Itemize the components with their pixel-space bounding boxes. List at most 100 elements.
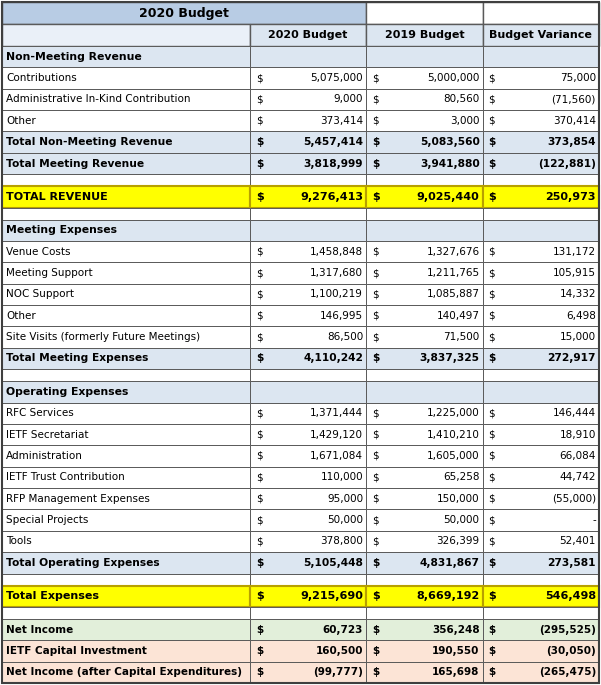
Bar [250, 381, 366, 403]
Text: Special Projects: Special Projects [6, 515, 88, 525]
Text: 165,698: 165,698 [432, 667, 480, 677]
Text: IETF Secretariat: IETF Secretariat [6, 429, 88, 440]
Text: $: $ [489, 311, 495, 321]
Text: 326,399: 326,399 [436, 536, 480, 547]
Text: Tools: Tools [6, 536, 32, 547]
Bar [483, 89, 599, 110]
Bar [483, 208, 599, 220]
Bar [2, 640, 250, 662]
Text: IETF Trust Contribution: IETF Trust Contribution [6, 473, 125, 482]
Bar [366, 510, 483, 531]
Text: $: $ [256, 192, 263, 202]
Bar [250, 305, 366, 327]
Bar [483, 531, 599, 552]
Text: 71,500: 71,500 [444, 332, 480, 342]
Bar [366, 174, 483, 186]
Text: $: $ [372, 625, 379, 634]
Bar [2, 132, 250, 153]
Text: 370,414: 370,414 [553, 116, 596, 126]
Bar [366, 369, 483, 381]
Bar [366, 2, 483, 24]
Bar [483, 186, 599, 208]
Bar [366, 67, 483, 89]
Text: 378,800: 378,800 [320, 536, 363, 547]
Bar [250, 220, 366, 241]
Text: 1,085,887: 1,085,887 [427, 289, 480, 299]
Text: $: $ [256, 591, 263, 601]
Text: Total Expenses: Total Expenses [6, 591, 99, 601]
Bar [2, 662, 250, 683]
Text: (55,000): (55,000) [552, 494, 596, 503]
Text: 9,000: 9,000 [334, 95, 363, 104]
Bar [483, 662, 599, 683]
Text: 5,075,000: 5,075,000 [311, 73, 363, 83]
Text: 273,581: 273,581 [548, 558, 596, 568]
Text: 95,000: 95,000 [327, 494, 363, 503]
Bar [483, 607, 599, 619]
Text: 5,457,414: 5,457,414 [303, 137, 363, 147]
Text: $: $ [372, 137, 380, 147]
Bar [250, 369, 366, 381]
Text: 75,000: 75,000 [560, 73, 596, 83]
Text: $: $ [372, 192, 380, 202]
Text: $: $ [489, 137, 496, 147]
Text: Total Meeting Expenses: Total Meeting Expenses [6, 353, 148, 364]
Bar [2, 262, 250, 284]
Bar [366, 488, 483, 510]
Bar [250, 586, 366, 607]
Text: 60,723: 60,723 [323, 625, 363, 634]
Bar [2, 488, 250, 510]
Text: $: $ [372, 515, 379, 525]
Bar [483, 552, 599, 573]
Text: 1,458,848: 1,458,848 [310, 247, 363, 257]
Bar [483, 573, 599, 586]
Bar [366, 640, 483, 662]
Bar [366, 424, 483, 445]
Text: $: $ [372, 268, 379, 278]
Bar [483, 586, 599, 607]
Text: $: $ [256, 408, 263, 419]
Bar [2, 110, 250, 132]
Bar [250, 89, 366, 110]
Text: $: $ [372, 591, 380, 601]
Text: 6,498: 6,498 [566, 311, 596, 321]
Text: $: $ [372, 494, 379, 503]
Bar [366, 284, 483, 305]
Text: $: $ [489, 408, 495, 419]
Text: 150,000: 150,000 [437, 494, 480, 503]
Text: 146,444: 146,444 [553, 408, 596, 419]
Bar [2, 241, 250, 262]
Text: $: $ [256, 116, 263, 126]
Text: 1,225,000: 1,225,000 [427, 408, 480, 419]
Text: (265,475): (265,475) [538, 667, 596, 677]
Text: 140,497: 140,497 [436, 311, 480, 321]
Bar [250, 262, 366, 284]
Text: $: $ [372, 95, 379, 104]
Text: $: $ [256, 332, 263, 342]
Text: Venue Costs: Venue Costs [6, 247, 70, 257]
Text: $: $ [372, 451, 379, 461]
Bar [366, 220, 483, 241]
Bar [2, 381, 250, 403]
Text: $: $ [256, 473, 263, 482]
Bar [483, 24, 599, 46]
Text: $: $ [489, 536, 495, 547]
Text: $: $ [489, 494, 495, 503]
Text: $: $ [256, 158, 263, 169]
Text: 15,000: 15,000 [560, 332, 596, 342]
Text: $: $ [489, 646, 496, 656]
Text: $: $ [372, 289, 379, 299]
Bar [366, 305, 483, 327]
Bar [366, 381, 483, 403]
Bar [250, 153, 366, 174]
Text: $: $ [256, 289, 263, 299]
Text: Net Income (after Capital Expenditures): Net Income (after Capital Expenditures) [6, 667, 242, 677]
Text: Other: Other [6, 311, 35, 321]
Bar [250, 327, 366, 348]
Text: 131,172: 131,172 [553, 247, 596, 257]
Text: (30,050): (30,050) [546, 646, 596, 656]
Bar [366, 403, 483, 424]
Text: 1,211,765: 1,211,765 [427, 268, 480, 278]
Bar [2, 153, 250, 174]
Bar [483, 241, 599, 262]
